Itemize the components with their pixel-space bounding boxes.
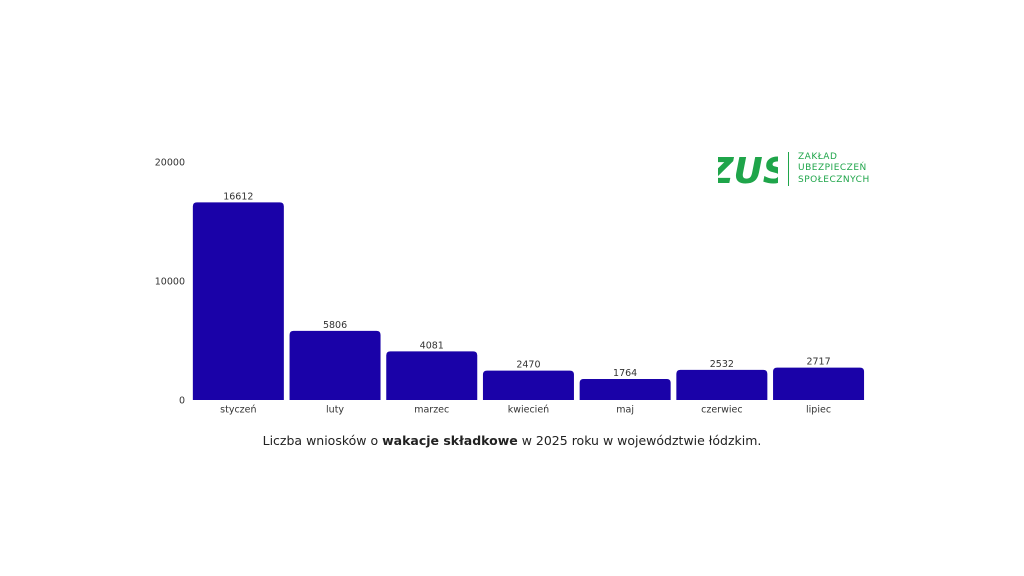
caption-suffix: w 2025 roku w województwie łódzkim. <box>517 433 762 448</box>
bar-chart: 0 10000 20000 16612 styczeń 5806 luty 4081 marze… <box>155 158 865 416</box>
logo-separator <box>788 152 789 186</box>
chart-caption: Liczba wniosków o wakacje składkowe w 20… <box>0 433 1024 448</box>
bar <box>289 330 381 400</box>
data-label: 16612 <box>223 191 253 202</box>
y-tick-label: 10000 <box>155 277 185 288</box>
bar <box>192 202 284 400</box>
zus-logo-mark: ZUS <box>718 151 778 188</box>
x-tick-label: maj <box>616 405 634 416</box>
logo-line-3: SPOŁECZNYCH <box>798 174 870 185</box>
y-tick-label: 0 <box>179 396 185 407</box>
logo-line-1: ZAKŁAD <box>798 151 838 162</box>
caption-prefix: Liczba wniosków o <box>262 433 383 448</box>
data-label: 2470 <box>516 360 540 371</box>
data-label: 2717 <box>806 357 830 368</box>
data-label: 5806 <box>323 320 347 331</box>
logo-line-2: UBEZPIECZEŃ <box>798 163 867 174</box>
bar <box>482 370 574 400</box>
logo-text: ZAKŁAD UBEZPIECZEŃ SPOŁECZNYCH <box>798 152 870 187</box>
x-tick-label: lipiec <box>806 405 831 416</box>
data-label: 4081 <box>420 340 444 351</box>
data-label: 1764 <box>613 368 637 379</box>
x-tick-label: styczeń <box>220 405 256 416</box>
caption-bold: wakacje składkowe <box>382 433 518 448</box>
zus-logo: ZUS ZAKŁAD UBEZPIECZEŃ SPOŁECZNYCH <box>718 150 870 188</box>
x-tick-label: kwiecień <box>508 405 549 416</box>
bar <box>773 367 865 400</box>
data-label: 2532 <box>710 359 734 370</box>
y-tick-label: 20000 <box>155 158 185 169</box>
bar <box>676 369 768 400</box>
svg-text:ZUS: ZUS <box>718 151 778 188</box>
x-tick-label: luty <box>326 405 344 416</box>
bar <box>386 351 478 400</box>
bar <box>579 379 671 400</box>
x-tick-label: marzec <box>414 405 449 416</box>
x-tick-label: czerwiec <box>701 405 742 416</box>
